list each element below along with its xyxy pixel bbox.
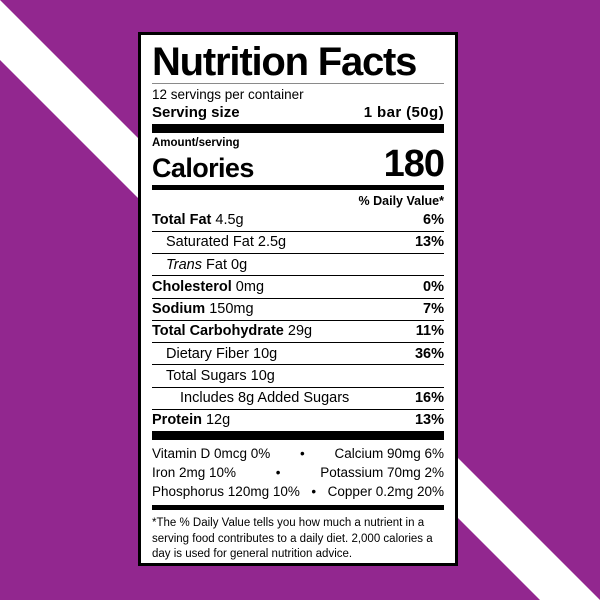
- nutrient-divider: [152, 297, 444, 299]
- calories-label: Calories: [152, 152, 254, 183]
- nutrient-name: Cholesterol 0mg: [152, 279, 264, 295]
- micronutrient-separator-dot: •: [311, 484, 317, 500]
- nutrient-amount: 29g: [287, 323, 313, 340]
- nutrient-row: Total Sugars 10g: [152, 365, 444, 386]
- nutrient-divider: [152, 319, 444, 321]
- nutrient-name: Includes 8g Added Sugars: [180, 390, 349, 406]
- serving-size-label: Serving size: [152, 104, 240, 122]
- calories-value: 180: [383, 142, 445, 185]
- nutrient-daily-value: 0%: [423, 278, 444, 295]
- micronutrient-row: Iron 2mg 10% • Potassium 70mg 2%: [152, 463, 444, 482]
- serving-size-value: 1 bar (50g): [363, 104, 444, 122]
- nutrient-amount: 0mg: [235, 278, 265, 295]
- nutrient-name-text: Total Carbohydrate: [152, 323, 284, 340]
- nutrient-daily-value: 6%: [423, 212, 444, 229]
- nutrient-amount: 10g: [250, 367, 275, 384]
- nutrient-name-text: Saturated Fat: [166, 234, 254, 251]
- nutrient-name-text: Includes 8g Added Sugars: [180, 390, 350, 407]
- serving-size-row: Serving size 1 bar (50g): [152, 104, 444, 121]
- nutrient-amount: 10g: [253, 345, 278, 362]
- nutrition-facts-label: Nutrition Facts 12 servings per containe…: [138, 32, 458, 566]
- nutrient-name: Sodium 150mg: [152, 301, 254, 317]
- micronutrient-right: Potassium 70mg 2%: [320, 465, 444, 481]
- calories-row: Calories 180: [152, 142, 445, 185]
- nutrient-row: Total Fat 4.5g 6%: [152, 210, 444, 231]
- label-title: Nutrition Facts: [152, 40, 417, 84]
- nutrient-daily-value: 7%: [423, 301, 444, 318]
- nutrient-row: Saturated Fat 2.5g 13%: [152, 232, 444, 253]
- daily-value-footnote: *The % Daily Value tells you how much a …: [152, 517, 433, 561]
- nutrient-divider: [152, 342, 444, 344]
- nutrient-name: Saturated Fat 2.5g: [166, 234, 286, 250]
- nutrient-row: Trans Fat 0g: [152, 254, 444, 275]
- micronutrient-row: Vitamin D 0mcg 0% • Calcium 90mg 6%: [152, 444, 444, 463]
- nutrient-name: Total Fat 4.5g: [152, 212, 244, 228]
- nutrient-name-text: Total Fat: [152, 212, 212, 229]
- nutrient-divider: [152, 408, 444, 410]
- nutrient-name: Dietary Fiber 10g: [166, 346, 277, 362]
- nutrient-row: Total Carbohydrate 29g 11%: [152, 321, 444, 342]
- nutrient-daily-value: 13%: [414, 412, 444, 429]
- divider-under-title: [152, 83, 444, 85]
- divider-thick-above-calories: [152, 124, 444, 134]
- micronutrient-left: Phosphorus 120mg 10%: [152, 484, 300, 500]
- micronutrient-left: Iron 2mg 10%: [152, 465, 237, 481]
- divider-under-calories: [152, 184, 444, 190]
- nutrient-divider: [152, 275, 444, 277]
- nutrient-daily-value: 11%: [415, 323, 444, 340]
- nutrient-name: Protein 12g: [152, 412, 230, 428]
- nutrient-daily-value: 16%: [414, 390, 444, 407]
- divider-thick-under-protein: [152, 431, 444, 440]
- nutrient-name: Total Carbohydrate 29g: [152, 323, 312, 339]
- nutrient-amount: Fat 0g: [206, 256, 248, 273]
- servings-per-container: 12 servings per container: [152, 87, 304, 103]
- nutrient-row: Dietary Fiber 10g 36%: [152, 343, 444, 364]
- nutrient-name: Total Sugars 10g: [166, 368, 275, 384]
- nutrient-amount: 2.5g: [257, 234, 287, 251]
- nutrient-amount: 4.5g: [215, 212, 244, 229]
- nutrient-name-text: Total Sugars: [166, 367, 247, 384]
- micronutrient-row: Phosphorus 120mg 10% • Copper 0.2mg 20%: [152, 482, 444, 501]
- nutrient-row: Sodium 150mg 7%: [152, 299, 444, 320]
- nutrient-row: Cholesterol 0mg 0%: [152, 276, 444, 297]
- nutrient-amount: 150mg: [209, 301, 254, 318]
- nutrient-divider: [152, 364, 444, 366]
- divider-above-footnote: [152, 505, 444, 511]
- nutrient-name: Trans Fat 0g: [166, 257, 247, 273]
- nutrient-list: Total Fat 4.5g 6% Saturated Fat 2.5g 13% Tra…: [152, 210, 444, 431]
- nutrient-name-text: Protein: [152, 412, 202, 429]
- daily-value-header: % Daily Value*: [358, 193, 444, 208]
- micronutrient-left: Vitamin D 0mcg 0%: [152, 446, 271, 461]
- nutrient-daily-value: 36%: [414, 345, 444, 362]
- nutrient-amount: 12g: [205, 412, 231, 429]
- amount-per-serving-label: Amount/serving: [152, 137, 240, 150]
- micronutrient-separator-dot: •: [275, 465, 281, 481]
- nutrient-name-text: Trans: [166, 256, 202, 273]
- nutrient-divider: [152, 253, 444, 255]
- nutrient-divider: [152, 230, 444, 232]
- nutrient-daily-value: 13%: [414, 234, 444, 251]
- micronutrient-list: Vitamin D 0mcg 0% • Calcium 90mg 6% Iron 2m…: [152, 440, 444, 505]
- micronutrient-separator-dot: •: [300, 446, 305, 461]
- nutrient-divider: [152, 386, 444, 388]
- micronutrient-right: Copper 0.2mg 20%: [327, 484, 444, 500]
- micronutrient-right: Calcium 90mg 6%: [334, 446, 444, 461]
- nutrient-name-text: Sodium: [152, 301, 206, 318]
- nutrient-name-text: Dietary Fiber: [166, 345, 249, 362]
- nutrient-row: Protein 12g 13%: [152, 410, 444, 431]
- nutrient-row: Includes 8g Added Sugars 16%: [152, 388, 444, 409]
- nutrient-name-text: Cholesterol: [152, 278, 232, 295]
